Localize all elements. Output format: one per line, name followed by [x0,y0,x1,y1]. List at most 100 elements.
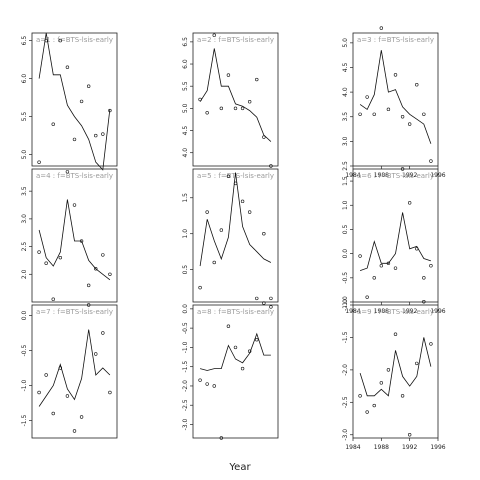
panel-2: a=4 : f=BTS-lsis-early 2.0 2.5 3.0 3.5 [21,168,118,303]
data-point [429,159,433,163]
data-point [233,106,238,111]
data-point [72,137,77,142]
data-point [393,73,398,77]
x-tick-label: 1988 [374,172,389,179]
y-tick-label: 0.0 [182,304,189,314]
panel-frame [192,32,279,167]
data-point [372,276,376,280]
y-tick-label: -1.5 [182,361,189,373]
panel-frame [352,304,439,439]
data-point [365,410,369,414]
y-tick-label: 5.0 [182,103,189,113]
data-point [44,373,48,377]
data-point [101,331,105,335]
data-point [269,164,273,168]
data-point [51,411,55,416]
data-point [233,181,238,186]
fitted-line [199,332,271,371]
data-point [415,83,419,87]
panel-3: a=7 : f=BTS-lsis-early -1.5 -1.0 -0.5 0.0 [21,303,118,439]
y-tick-label: -1.0 [342,299,349,311]
y-tick-label: 3.0 [342,136,349,146]
y-tick-label: -1.0 [342,296,349,308]
data-point [400,115,405,119]
data-point [372,112,376,116]
y-tick-label: 0.0 [342,249,349,259]
data-point [58,366,63,370]
data-point [255,77,259,82]
panel-frame [192,168,279,303]
y-tick-label: 2.5 [342,161,349,171]
y-tick-label: -1.5 [21,414,28,426]
y-tick-label: 4.5 [182,126,189,136]
data-point [247,210,252,214]
data-point [226,73,231,77]
panel-label: a=9 : f=BTS-lsis-early [357,308,434,316]
panel-1: a=1 : f=BTS-lsis-early 5.0 5.5 6.0 6.5 [21,32,118,171]
data-point [205,111,209,115]
data-point [226,174,231,178]
data-point [247,100,252,104]
panel-frame [31,32,118,167]
y-tick-label: -3.0 [342,429,349,441]
panel-frame [192,304,279,439]
y-tick-label: -1.5 [342,331,349,343]
data-point [79,99,84,104]
data-point [407,433,412,437]
data-point [108,108,112,113]
data-point [262,301,266,305]
x-tick-label: 1996 [430,444,445,451]
y-tick-label: 0.0 [21,311,28,321]
panel-label: a=3 : f=BTS-lsis-early [357,36,434,44]
fitted-line [359,337,432,397]
panel-frame [31,168,118,303]
data-point [198,97,202,102]
fitted-line [38,32,111,171]
y-tick-label: -1.0 [182,341,189,353]
data-point [379,264,384,268]
data-point [429,264,433,268]
panel-label: a=1 : f=BTS-lsis-early [36,36,113,44]
data-point [205,382,209,386]
data-point [393,332,398,336]
x-tick-label: 1988 [374,444,389,451]
data-point [407,201,412,205]
panel-label: a=8 : f=BTS-lsis-early [197,308,274,316]
data-point [212,260,216,265]
data-point [415,361,419,366]
data-point [51,122,55,126]
y-tick-label: 0.5 [342,225,349,235]
x-tick-label: 1992 [402,444,417,451]
panel-label: a=2 : f=BTS-lsis-early [197,36,274,44]
data-point [219,228,224,232]
y-tick-label: 3.5 [342,112,349,122]
y-tick-label: 6.5 [21,36,28,46]
y-tick-label: -2.5 [182,399,189,411]
data-point [198,285,202,290]
data-point [240,366,245,371]
data-point [386,368,391,372]
data-point [212,384,216,388]
panel-4: a=2 : f=BTS-lsis-early 4.0 4.5 5.0 5.5 6.0 6.5 [182,32,279,168]
y-tick-label: 6.0 [182,59,189,69]
y-tick-label: 5.5 [182,81,189,91]
y-tick-label: 2.5 [21,242,28,252]
y-tick-label: 2.0 [21,269,28,279]
y-tick-label: -2.0 [182,380,189,392]
data-point [198,378,202,382]
y-tick-label: -0.5 [342,272,349,284]
panel-7: a=3 : f=BTS-lsis-early 2.5 3.0 3.5 4.0 4.5 5.0… [342,26,446,179]
data-point [269,305,273,309]
y-tick-label: 1.0 [342,200,349,210]
data-point [386,107,391,112]
fitted-line [38,329,111,407]
y-tick-label: 4.0 [182,148,189,158]
data-point [72,203,77,207]
data-point [240,199,245,204]
data-point [58,255,63,260]
y-tick-label: 0.5 [182,265,189,275]
data-point [240,106,245,111]
y-tick-label: 1.0 [182,229,189,239]
data-point [255,337,259,342]
data-point [37,250,41,254]
